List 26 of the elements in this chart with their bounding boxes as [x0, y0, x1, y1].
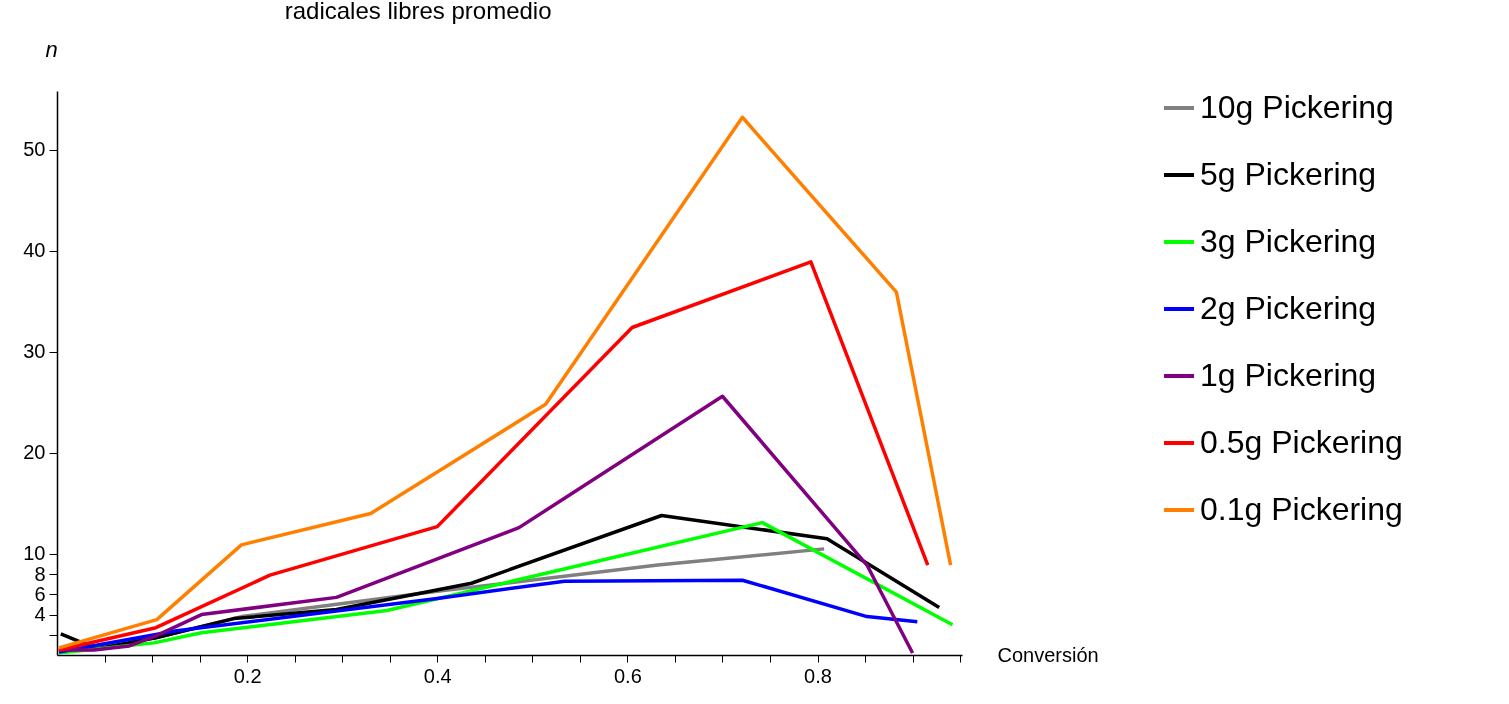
x-tick-label: 0.6 [613, 664, 642, 687]
y-tick-label: 10 [23, 542, 46, 565]
x-tick-label: 0.2 [233, 664, 262, 687]
x-tick-label: 0.4 [423, 664, 452, 687]
y-tick-label: 50 [23, 138, 46, 161]
x-axis-title: Conversión [997, 643, 1099, 666]
y-tick-label: 30 [23, 340, 46, 363]
legend-label: 1g Pickering [1200, 357, 1377, 393]
y-tick-label: 6 [34, 582, 46, 605]
legend-label: 5g Pickering [1200, 156, 1377, 192]
legend-label: 0.1g Pickering [1200, 491, 1403, 527]
legend-label: 0.5g Pickering [1200, 424, 1403, 460]
y-tick-label: 20 [23, 441, 46, 464]
y-axis-title: n [45, 36, 58, 62]
chart-title: radicales libres promedio [284, 0, 552, 24]
line-series [57, 115, 953, 650]
line-series [57, 578, 920, 654]
legend-label: 3g Pickering [1200, 223, 1377, 259]
line-series [57, 394, 915, 655]
legend-label: 10g Pickering [1200, 89, 1394, 125]
line-series [57, 260, 930, 652]
y-tick-label: 40 [23, 239, 46, 262]
legend-label: 2g Pickering [1200, 290, 1377, 326]
y-tick-label: 4 [34, 603, 46, 626]
y-tick-label: 8 [34, 562, 46, 585]
x-tick-label: 0.8 [804, 664, 832, 687]
